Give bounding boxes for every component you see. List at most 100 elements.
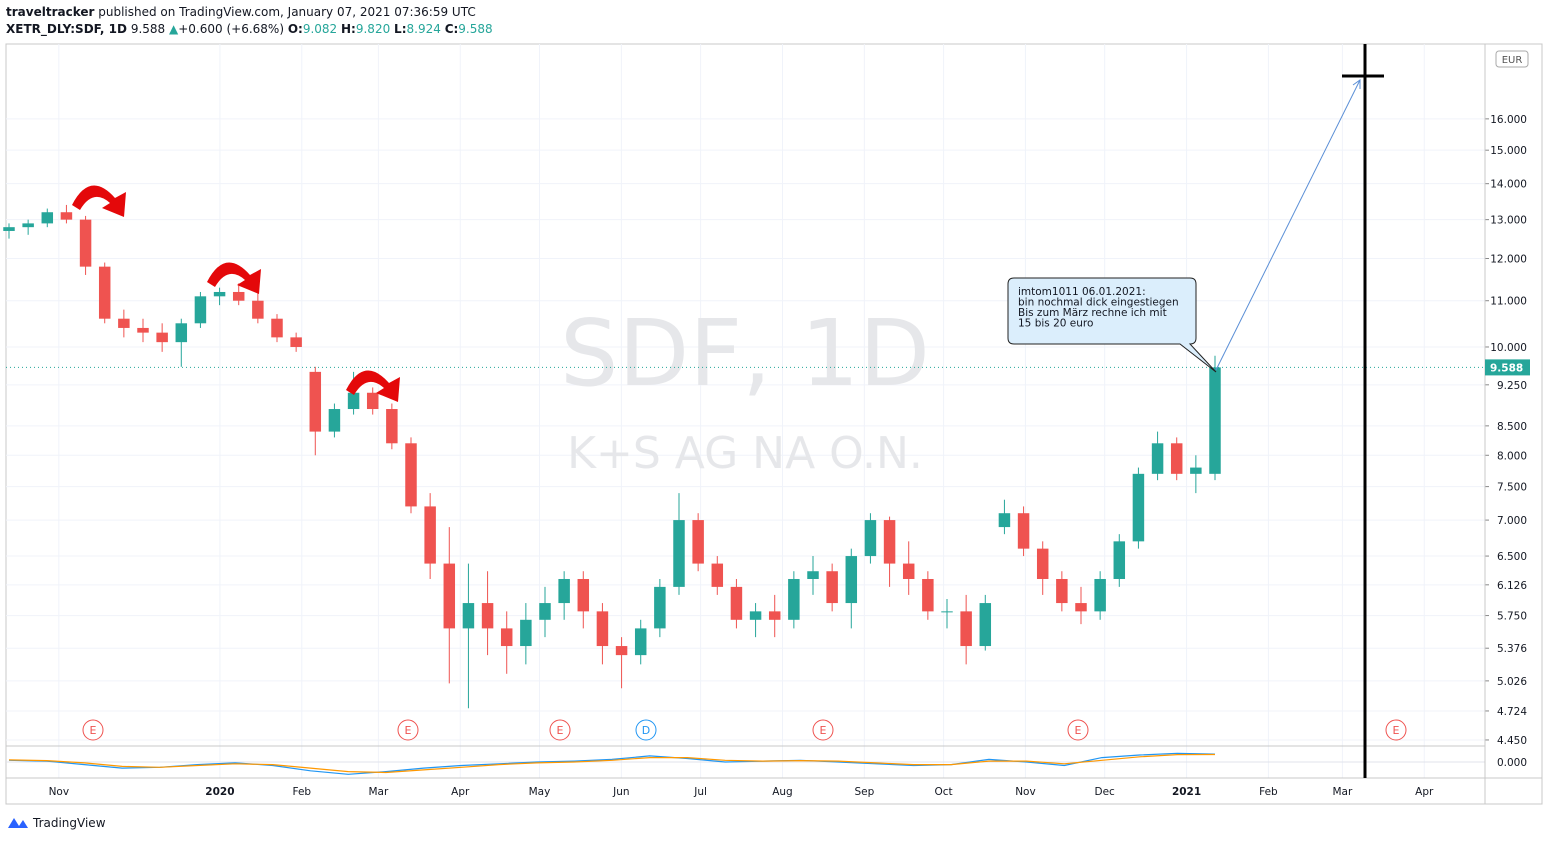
candle-body	[692, 520, 704, 564]
y-tick-label: 9.250	[1497, 380, 1527, 392]
y-tick-label: 13.000	[1490, 215, 1527, 227]
x-tick-label: Nov	[49, 786, 70, 798]
up-arrow: ▲	[169, 22, 179, 36]
x-tick-label: Feb	[1259, 786, 1278, 798]
x-tick-label: 2021	[1172, 786, 1201, 798]
event-marker[interactable]	[635, 719, 657, 741]
candle-body	[271, 318, 283, 338]
event-label: E	[90, 724, 97, 737]
event-marker[interactable]	[397, 719, 419, 741]
candle-body	[98, 266, 111, 319]
red-arrow	[72, 185, 126, 217]
y-tick-label: 14.000	[1490, 179, 1527, 191]
close: 9.588	[458, 22, 493, 36]
candle-body	[79, 219, 92, 267]
x-tick-label: Dec	[1095, 786, 1116, 798]
candle-body	[22, 223, 34, 228]
trend-arrow[interactable]	[1215, 79, 1361, 371]
c-label: C:	[444, 22, 459, 36]
candle-body	[309, 371, 322, 432]
published-info: published on TradingView.com, January 07…	[98, 5, 476, 19]
candle-body	[788, 578, 800, 620]
candle-body	[711, 563, 724, 587]
candle-body	[596, 611, 609, 647]
candle-body	[232, 291, 245, 301]
y-tick-label: 6.500	[1497, 551, 1527, 563]
change: +0.600 (+6.68%)	[178, 22, 284, 36]
x-tick-label: Apr	[1415, 786, 1434, 798]
red-arrows	[72, 185, 400, 402]
currency-badge[interactable]	[1495, 50, 1529, 68]
candle-body	[1209, 367, 1221, 474]
callout-line: 15 bis 20 euro	[1018, 318, 1093, 330]
candle-body	[156, 332, 168, 343]
grid	[6, 44, 1489, 778]
candle-body	[577, 578, 590, 612]
event-marker[interactable]	[82, 719, 104, 741]
y-tick-label: 10.000	[1490, 342, 1527, 354]
open: 9.082	[302, 22, 338, 36]
y-tick-label: 8.500	[1497, 421, 1527, 433]
event-label: E	[557, 724, 564, 737]
event-label: D	[642, 724, 650, 737]
symbol-line: XETR_DLY:SDF, 1D 9.588 ▲+0.600 (+6.68%) …	[6, 22, 493, 36]
y-tick-label: 8.000	[1497, 450, 1527, 462]
event-marker[interactable]	[549, 719, 571, 741]
candle-body	[979, 603, 992, 647]
last: 9.588	[130, 22, 166, 36]
y-tick-label: 5.026	[1497, 676, 1527, 688]
x-tick-label: Sep	[854, 786, 874, 798]
y-tick-label: 7.000	[1497, 515, 1527, 527]
last-price-badge	[1485, 359, 1530, 376]
candle-body	[1132, 473, 1145, 542]
candle-body	[347, 392, 360, 410]
y-tick-label: 6.126	[1497, 580, 1527, 592]
h-label: H:	[341, 22, 356, 36]
red-arrow	[207, 262, 261, 294]
marks	[3, 204, 1485, 775]
x-tick-label: Apr	[451, 786, 470, 798]
candle-body	[1190, 467, 1202, 474]
event-marker[interactable]	[1385, 719, 1407, 741]
tv-logo: TradingView	[8, 816, 106, 830]
publisher[interactable]: traveltracker	[6, 5, 95, 19]
low: 8.924	[406, 22, 441, 36]
candle-body	[3, 227, 15, 231]
y-tick-label: 11.000	[1490, 296, 1527, 308]
o-label: O:	[287, 22, 303, 36]
event-marker[interactable]	[812, 719, 834, 741]
candle-body	[1170, 443, 1183, 474]
red-arrow	[346, 370, 400, 402]
candle-body	[1151, 443, 1164, 474]
y-tick-label: 5.750	[1497, 611, 1527, 623]
candle-body	[60, 212, 73, 220]
macd-line	[8, 752, 1216, 775]
macd-line	[8, 753, 1216, 774]
y-tick-label: 5.376	[1497, 643, 1527, 655]
candle-body	[1036, 548, 1049, 579]
arrow-head	[1352, 79, 1361, 89]
l-label: L:	[394, 22, 407, 36]
event-marker[interactable]	[1067, 719, 1089, 741]
candle-body	[1075, 603, 1087, 612]
symbol: XETR_DLY:SDF, 1D	[6, 22, 127, 36]
candle-body	[41, 212, 54, 224]
x-tick-label: 2020	[205, 786, 234, 798]
candle-body	[443, 563, 456, 629]
candle-body	[749, 611, 762, 620]
candle-body	[807, 571, 819, 579]
event-label: E	[820, 724, 827, 737]
candle-body	[768, 611, 781, 620]
callout-line: Bis zum März rechne ich mit	[1018, 307, 1167, 319]
candle-body	[922, 578, 934, 612]
candle-body	[902, 563, 915, 579]
candle-body	[654, 586, 666, 629]
frame	[5, 43, 1543, 805]
brand: TradingView	[32, 816, 106, 830]
x-tick-label: Jun	[612, 786, 629, 798]
candle-body	[845, 556, 858, 604]
callout[interactable]	[1007, 277, 1217, 373]
candle-body	[1113, 541, 1126, 579]
